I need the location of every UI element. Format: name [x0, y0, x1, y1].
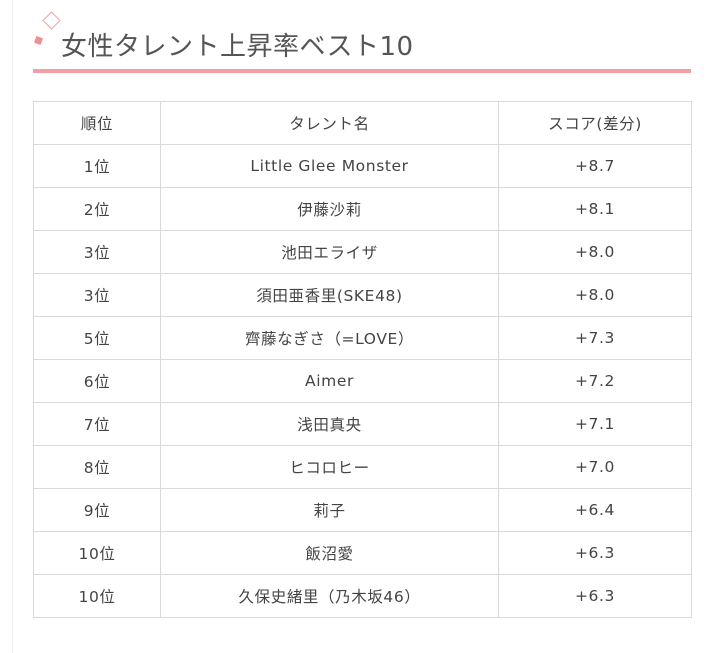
- talent-name-cell: 須田亜香里(SKE48): [160, 273, 499, 317]
- talent-name-cell: 飯沼愛: [160, 531, 499, 575]
- rank-cell: 3位: [33, 273, 161, 317]
- diamond-outline-icon: [42, 11, 61, 30]
- table-row: 3位 池田エライザ +8.0: [33, 230, 692, 274]
- rank-cell: 2位: [33, 187, 161, 231]
- rank-cell: 10位: [33, 531, 161, 575]
- score-cell: +8.1: [498, 187, 692, 231]
- column-header-score: スコア(差分): [498, 101, 692, 145]
- score-cell: +6.3: [498, 574, 692, 618]
- score-cell: +6.4: [498, 488, 692, 532]
- table-row: 9位 莉子 +6.4: [33, 488, 692, 532]
- column-header-rank: 順位: [33, 101, 161, 145]
- ranking-table: 順位 タレント名 スコア(差分) 1位 Little Glee Monster …: [33, 101, 692, 618]
- page-title: 女性タレント上昇率ベスト10: [61, 32, 414, 62]
- column-header-talent-name: タレント名: [160, 101, 499, 145]
- talent-name-cell: Aimer: [160, 359, 499, 403]
- talent-name-cell: 伊藤沙莉: [160, 187, 499, 231]
- rank-cell: 3位: [33, 230, 161, 274]
- table-row: 10位 飯沼愛 +6.3: [33, 531, 692, 575]
- score-cell: +8.0: [498, 273, 692, 317]
- score-cell: +7.2: [498, 359, 692, 403]
- rank-cell: 10位: [33, 574, 161, 618]
- talent-name-cell: 齊藤なぎさ（=LOVE）: [160, 316, 499, 360]
- table-row: 8位 ヒコロヒー +7.0: [33, 445, 692, 489]
- table-row: 2位 伊藤沙莉 +8.1: [33, 187, 692, 231]
- score-cell: +7.0: [498, 445, 692, 489]
- talent-name-cell: 池田エライザ: [160, 230, 499, 274]
- heading-underline: [33, 69, 691, 73]
- section-heading: 女性タレント上昇率ベスト10: [33, 8, 691, 74]
- talent-name-cell: 莉子: [160, 488, 499, 532]
- rank-cell: 5位: [33, 316, 161, 360]
- table-row: 7位 浅田真央 +7.1: [33, 402, 692, 446]
- rank-cell: 6位: [33, 359, 161, 403]
- score-cell: +8.0: [498, 230, 692, 274]
- score-cell: +7.1: [498, 402, 692, 446]
- table-row: 3位 須田亜香里(SKE48) +8.0: [33, 273, 692, 317]
- table-row: 10位 久保史緒里（乃木坂46） +6.3: [33, 574, 692, 618]
- rank-cell: 9位: [33, 488, 161, 532]
- talent-name-cell: Little Glee Monster: [160, 144, 499, 188]
- table-header-row: 順位 タレント名 スコア(差分): [33, 101, 692, 145]
- talent-name-cell: 久保史緒里（乃木坂46）: [160, 574, 499, 618]
- talent-name-cell: 浅田真央: [160, 402, 499, 446]
- rank-cell: 8位: [33, 445, 161, 489]
- score-cell: +8.7: [498, 144, 692, 188]
- score-cell: +7.3: [498, 316, 692, 360]
- table-row: 5位 齊藤なぎさ（=LOVE） +7.3: [33, 316, 692, 360]
- table-row: 1位 Little Glee Monster +8.7: [33, 144, 692, 188]
- pink-square-icon: [34, 36, 43, 45]
- table-row: 6位 Aimer +7.2: [33, 359, 692, 403]
- rank-cell: 1位: [33, 144, 161, 188]
- rank-cell: 7位: [33, 402, 161, 446]
- score-cell: +6.3: [498, 531, 692, 575]
- talent-name-cell: ヒコロヒー: [160, 445, 499, 489]
